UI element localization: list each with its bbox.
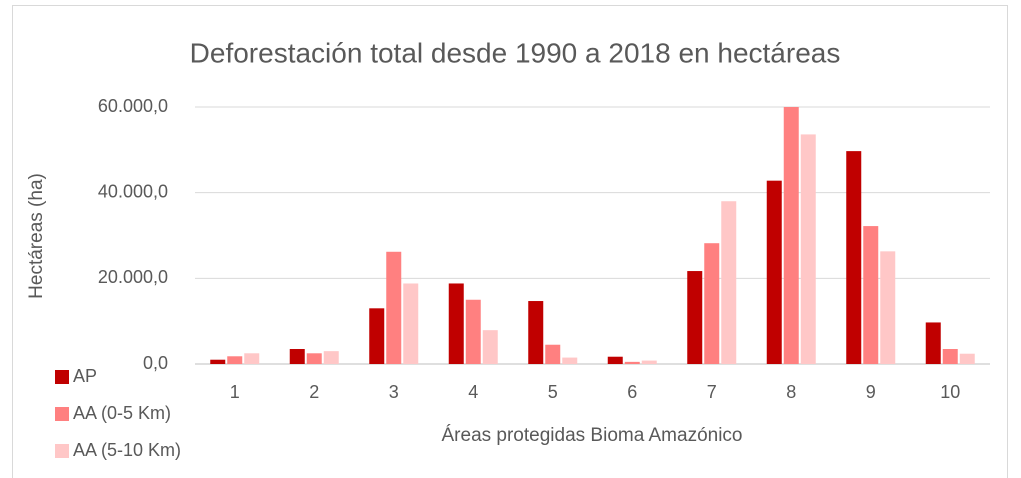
x-tick-label: 7 bbox=[707, 382, 717, 402]
chart-title: Deforestación total desde 1990 a 2018 en… bbox=[190, 37, 841, 68]
bar bbox=[306, 353, 322, 364]
x-tick-label: 2 bbox=[309, 382, 319, 402]
bar bbox=[562, 357, 578, 364]
y-tick-label: 60.000,0 bbox=[98, 96, 168, 116]
bar bbox=[687, 271, 703, 364]
x-tick-label: 8 bbox=[786, 382, 796, 402]
bar bbox=[244, 353, 260, 364]
bar bbox=[448, 283, 464, 364]
bar bbox=[227, 356, 243, 364]
bar bbox=[289, 349, 305, 364]
x-tick-label: 4 bbox=[468, 382, 478, 402]
y-tick-label: 20.000,0 bbox=[98, 267, 168, 287]
x-tick-label: 6 bbox=[627, 382, 637, 402]
bar bbox=[783, 107, 799, 364]
x-axis-label: Áreas protegidas Bioma Amazónico bbox=[442, 425, 743, 446]
bar bbox=[942, 349, 958, 364]
y-tick-label: 0,0 bbox=[143, 353, 168, 373]
bar bbox=[800, 134, 816, 364]
x-tick-label: 10 bbox=[940, 382, 960, 402]
bar bbox=[624, 361, 640, 364]
bar bbox=[465, 299, 481, 364]
legend-label: AP bbox=[73, 366, 97, 386]
bar bbox=[925, 322, 941, 364]
bar bbox=[386, 251, 402, 364]
bar bbox=[846, 151, 862, 364]
bar bbox=[482, 330, 498, 364]
y-axis-label: Hectáreas (ha) bbox=[26, 173, 47, 299]
bar bbox=[959, 353, 975, 364]
bar bbox=[880, 251, 896, 364]
bar bbox=[641, 360, 657, 364]
bar bbox=[210, 359, 226, 364]
legend-swatch bbox=[55, 407, 69, 421]
x-tick-label: 5 bbox=[548, 382, 558, 402]
x-tick-label: 9 bbox=[866, 382, 876, 402]
x-tick-label: 3 bbox=[389, 382, 399, 402]
bar bbox=[607, 356, 623, 364]
bar bbox=[704, 243, 720, 364]
bar bbox=[323, 351, 339, 364]
chart-border bbox=[12, 5, 1008, 478]
bar bbox=[545, 344, 561, 364]
legend-label: AA (5-10 Km) bbox=[73, 440, 181, 460]
y-tick-label: 40.000,0 bbox=[98, 181, 168, 201]
bar bbox=[528, 301, 544, 364]
bar bbox=[766, 180, 782, 364]
bar bbox=[369, 308, 385, 364]
legend-swatch bbox=[55, 444, 69, 458]
bar bbox=[403, 283, 419, 364]
x-tick-label: 1 bbox=[230, 382, 240, 402]
legend-label: AA (0-5 Km) bbox=[73, 403, 171, 423]
legend-swatch bbox=[55, 370, 69, 384]
bar bbox=[721, 201, 737, 364]
bar bbox=[863, 226, 879, 364]
